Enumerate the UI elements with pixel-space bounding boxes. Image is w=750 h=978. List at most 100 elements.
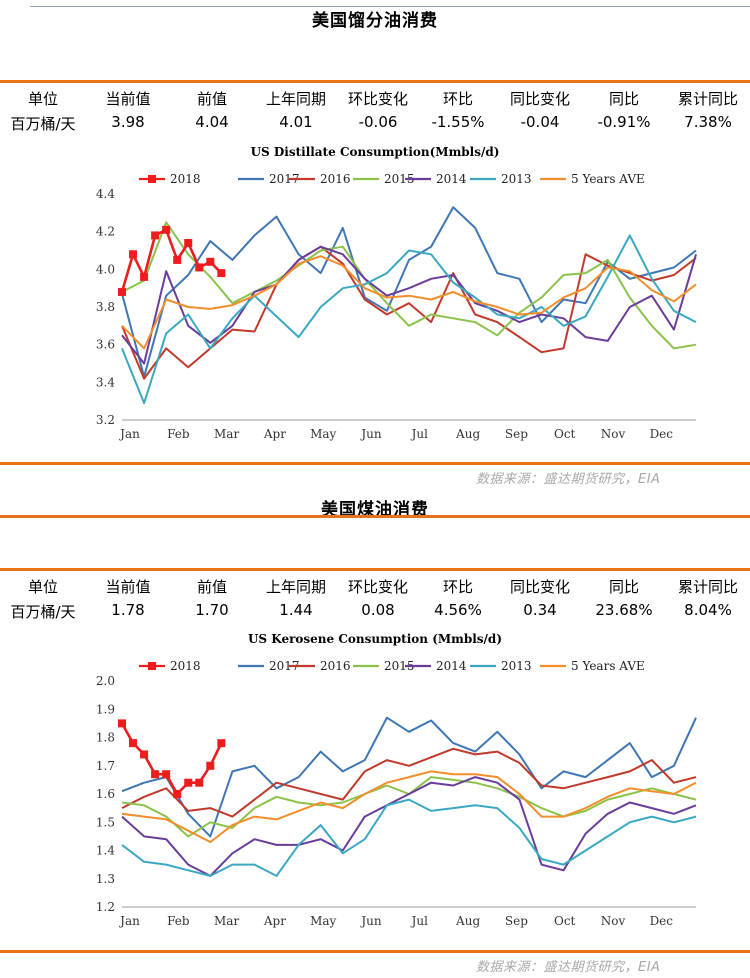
table-top-rule — [0, 80, 750, 83]
y-tick-label: 2.0 — [96, 674, 115, 688]
y-tick-label: 1.2 — [96, 900, 115, 914]
legend-label-2015: 2015 — [384, 659, 415, 673]
header-mom: 环比 — [442, 578, 473, 596]
source-note: 数据来源：盛达期货研究，EIA — [476, 960, 661, 975]
y-tick-label: 1.6 — [96, 787, 115, 801]
data-point-2018 — [217, 269, 226, 278]
x-tick-label: Aug — [455, 427, 480, 441]
x-tick-label: Jan — [118, 427, 140, 441]
header-current: 当前值 — [105, 90, 151, 108]
y-tick-label: 1.4 — [96, 844, 115, 858]
legend-label-2013: 2013 — [501, 659, 532, 673]
data-point-2018 — [151, 231, 160, 240]
series-line-2014 — [121, 776, 697, 877]
y-tick-label: 4.0 — [96, 262, 115, 276]
y-tick-label: 1.3 — [96, 872, 115, 886]
data-point-2018 — [184, 238, 193, 247]
x-tick-label: Mar — [214, 427, 239, 441]
data-point-2018 — [173, 255, 182, 264]
series-line-2017 — [121, 716, 697, 838]
value-cumulative-yoy: 8.04% — [684, 601, 732, 619]
header-previous: 前值 — [196, 578, 227, 596]
x-tick-label: Nov — [601, 914, 626, 928]
value-last-year: 4.01 — [279, 113, 313, 131]
legend-label-2014: 2014 — [436, 659, 467, 673]
header-mom-change: 环比变化 — [347, 578, 408, 596]
x-tick-label: Apr — [263, 427, 286, 441]
x-tick-label: Jun — [359, 427, 382, 441]
y-tick-label: 3.6 — [96, 338, 115, 352]
stats-value-row: 百万桶/天 1.78 1.70 1.44 0.08 4.56% 0.34 23.… — [0, 601, 750, 623]
value-unit: 百万桶/天 — [10, 603, 76, 621]
x-tick-label: Apr — [263, 914, 286, 928]
distillate-section: 美国馏分油消费 单位 当前值 前值 上年同期 环比变化 环比 同比变化 同比 累… — [0, 6, 750, 487]
x-tick-label: Mar — [214, 914, 239, 928]
x-tick-label: Feb — [167, 427, 190, 441]
header-yoy: 同比 — [608, 578, 639, 596]
y-tick-label: 4.2 — [96, 225, 115, 239]
header-cumulative-yoy: 累计同比 — [677, 578, 738, 596]
data-point-2018 — [195, 263, 204, 272]
value-previous: 4.04 — [195, 113, 229, 131]
series-line-avg — [121, 770, 697, 843]
x-tick-label: Dec — [650, 914, 674, 928]
y-tick-label: 1.9 — [96, 702, 115, 716]
data-point-2018 — [162, 225, 171, 234]
series-line-2015 — [121, 776, 697, 838]
legend-label-2017: 2017 — [269, 659, 300, 673]
top-divider — [30, 6, 750, 7]
x-tick-label: Sep — [505, 914, 528, 928]
legend-label-avg: 5 Years AVE — [571, 659, 645, 673]
value-yoy-change: 0.34 — [523, 601, 557, 619]
chart-bottom-rule — [0, 950, 750, 953]
data-point-2018 — [140, 272, 149, 281]
series-line-2015 — [121, 221, 697, 350]
legend-marker-2018 — [148, 175, 156, 183]
legend-label-2016: 2016 — [320, 172, 351, 186]
x-tick-label: May — [310, 914, 336, 928]
header-yoy: 同比 — [608, 90, 639, 108]
value-mom-change: 0.08 — [361, 601, 395, 619]
header-mom: 环比 — [442, 90, 473, 108]
x-tick-label: May — [310, 427, 336, 441]
value-previous: 1.70 — [195, 601, 229, 619]
value-cumulative-yoy: 7.38% — [684, 113, 732, 131]
data-point-2018 — [151, 770, 160, 779]
stats-value-row: 百万桶/天 3.98 4.04 4.01 -0.06 -1.55% -0.04 … — [0, 113, 750, 135]
source-note: 数据来源：盛达期货研究，EIA — [476, 472, 661, 487]
data-point-2018 — [140, 750, 149, 759]
data-point-2018 — [206, 257, 215, 266]
legend-label-2015: 2015 — [384, 172, 415, 186]
legend-label-2013: 2013 — [501, 172, 532, 186]
value-mom: 4.56% — [434, 601, 482, 619]
x-tick-label: Jul — [410, 914, 429, 928]
value-yoy: 23.68% — [595, 601, 653, 619]
header-last-year: 上年同期 — [265, 578, 326, 596]
header-last-year: 上年同期 — [265, 90, 326, 108]
legend-label-2017: 2017 — [269, 172, 300, 186]
data-point-2018 — [184, 778, 193, 787]
value-last-year: 1.44 — [279, 601, 313, 619]
data-point-2018 — [173, 790, 182, 798]
data-point-2018 — [195, 778, 204, 787]
y-tick-label: 1.7 — [96, 759, 115, 773]
kerosene-chart: US Kerosene Consumption (Mmbls/d) 2018 201… — [96, 632, 697, 928]
x-tick-label: Dec — [650, 427, 674, 441]
data-point-2018 — [217, 739, 226, 748]
chart-bottom-rule — [0, 462, 750, 465]
header-unit: 单位 — [27, 578, 58, 596]
header-current: 当前值 — [105, 578, 151, 596]
title-bottom-rule — [0, 515, 750, 518]
data-point-2018 — [118, 719, 126, 728]
data-point-2018 — [206, 761, 215, 770]
series-line-2013 — [121, 798, 697, 877]
y-tick-label: 4.4 — [96, 187, 115, 201]
data-point-2018 — [129, 739, 138, 748]
y-tick-label: 1.8 — [96, 731, 115, 745]
series-line-2016 — [121, 747, 697, 818]
value-unit: 百万桶/天 — [10, 115, 76, 133]
data-point-2018 — [162, 770, 171, 779]
y-tick-label: 3.8 — [96, 300, 115, 314]
stats-header-row: 单位 当前值 前值 上年同期 环比变化 环比 同比变化 同比 累计同比 — [0, 88, 750, 110]
data-point-2018 — [118, 287, 126, 296]
